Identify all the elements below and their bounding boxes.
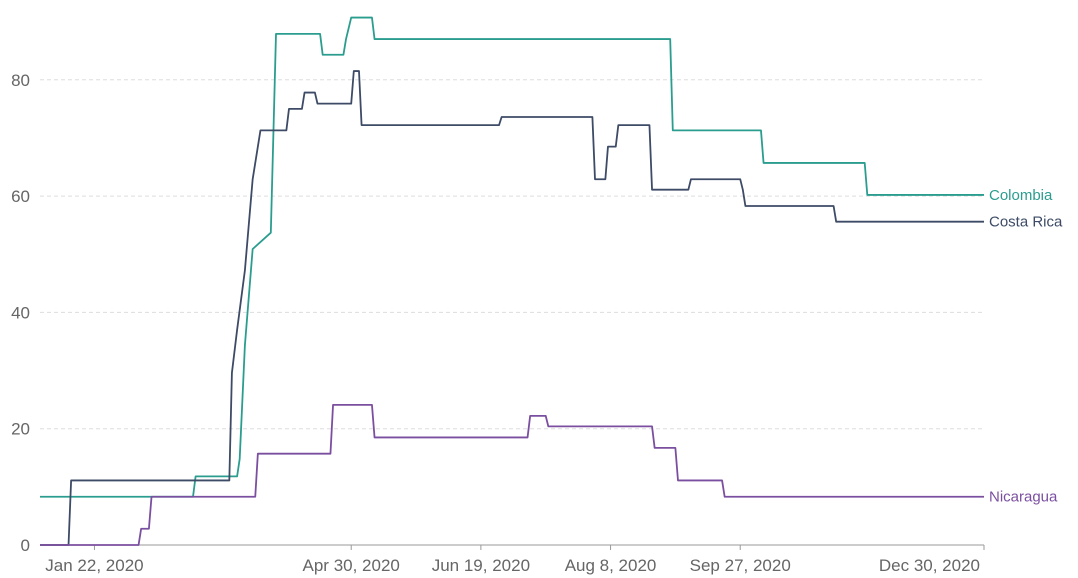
- series-lines: [40, 16, 984, 546]
- x-tick-label: Aug 8, 2020: [565, 556, 657, 575]
- x-tick-label: Dec 30, 2020: [879, 556, 980, 575]
- y-tick-label: 80: [11, 71, 30, 90]
- series-line-nicaragua: [40, 403, 984, 546]
- series-label-colombia: Colombia: [989, 187, 1053, 204]
- series-line-colombia: [40, 16, 984, 498]
- x-tick-label: Jan 22, 2020: [45, 556, 143, 575]
- x-tick-label: Sep 27, 2020: [690, 556, 791, 575]
- y-tick-label: 40: [11, 303, 30, 322]
- x-tick-label: Jun 19, 2020: [432, 556, 530, 575]
- y-axis: 0 20 40 60 80: [11, 71, 30, 555]
- y-tick-label: 60: [11, 187, 30, 206]
- x-axis: Jan 22, 2020 Apr 30, 2020 Jun 19, 2020 Aug …: [40, 544, 985, 575]
- y-tick-label: 20: [11, 420, 30, 439]
- series-line-costa-rica: [40, 70, 984, 546]
- series-label-costa-rica: Costa Rica: [989, 214, 1063, 231]
- series-labels: Colombia Costa Rica Nicaragua: [989, 187, 1063, 506]
- x-tick-label: Apr 30, 2020: [303, 556, 400, 575]
- series-label-nicaragua: Nicaragua: [989, 489, 1058, 506]
- gridlines: [40, 79, 984, 430]
- y-tick-label: 0: [21, 536, 30, 555]
